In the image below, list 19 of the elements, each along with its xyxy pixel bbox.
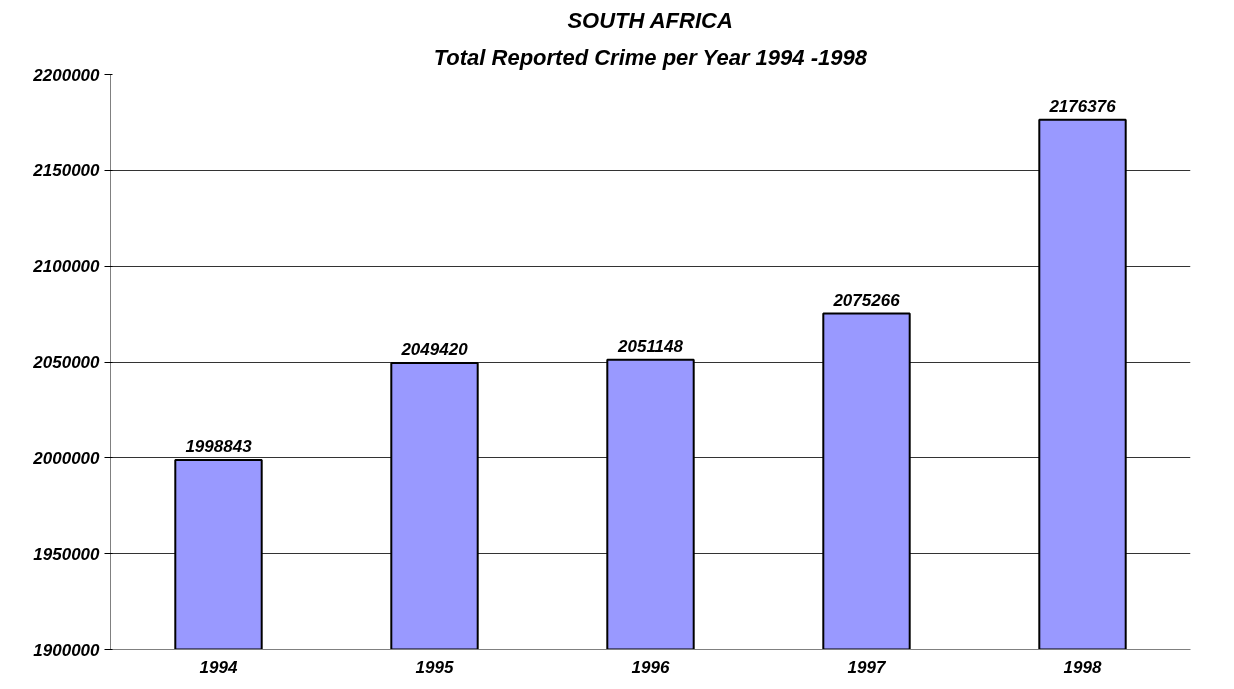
chart-subtitle: Total Reported Crime per Year 1994 -1998 xyxy=(433,44,868,70)
x-tick-label: 1998 xyxy=(1063,657,1102,677)
data-label: 2051148 xyxy=(617,336,684,356)
x-tick-label: 1995 xyxy=(415,657,454,677)
x-tick-label: 1994 xyxy=(199,657,238,677)
y-tick-label: 2100000 xyxy=(32,257,101,277)
data-label: 2176376 xyxy=(1048,96,1117,116)
x-tick-label: 1997 xyxy=(847,657,887,677)
y-tick-label: 1950000 xyxy=(33,544,101,564)
data-label: 2075266 xyxy=(832,290,901,310)
chart-title: SOUTH AFRICA xyxy=(567,7,733,33)
data-label: 1998843 xyxy=(185,437,253,457)
y-tick-label: 2200000 xyxy=(32,65,101,85)
y-tick-label: 2000000 xyxy=(32,448,101,468)
y-tick-label: 2050000 xyxy=(32,353,101,372)
x-tick-label: 1996 xyxy=(631,657,670,677)
data-label: 2049420 xyxy=(400,340,469,360)
y-tick-label: 1900000 xyxy=(33,640,101,660)
y-tick-label: 2150000 xyxy=(32,161,101,181)
